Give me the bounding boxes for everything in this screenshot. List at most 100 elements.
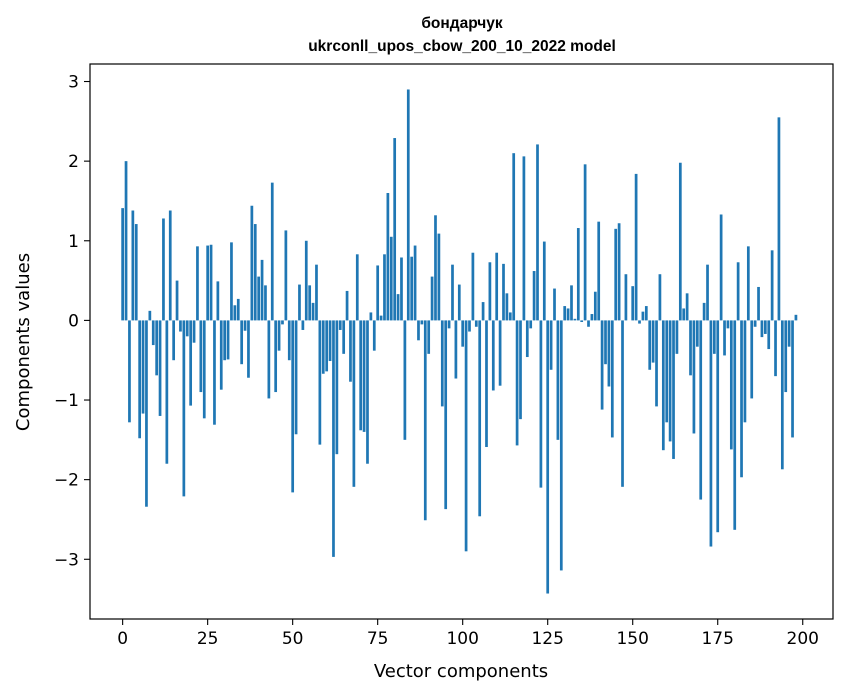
bar-44 [270,182,274,321]
bar-105 [478,320,482,517]
bar-25 [206,245,210,321]
bar-7 [145,320,148,507]
x-axis-label: Vector components [374,661,548,682]
bar-40 [257,276,261,321]
bar-47 [281,320,284,325]
y-tick-label--3: −3 [54,550,79,570]
x-tick-label-175: 175 [701,629,733,649]
bar-181 [736,262,740,321]
bar-19 [185,320,189,337]
bar-123 [539,320,543,488]
bar-182 [740,320,743,478]
bar-108 [488,262,492,321]
y-tick-label-0: 0 [68,311,79,331]
bar-36 [243,320,247,331]
bar-23 [199,320,203,393]
bar-53 [301,320,305,330]
bar-8 [148,310,152,321]
bar-22 [196,246,199,321]
bar-30 [223,320,227,361]
bar-113 [505,293,509,321]
bar-156 [651,320,655,363]
bar-72 [366,320,369,464]
bar-186 [753,320,757,327]
bar-148 [624,274,628,321]
bar-10 [155,320,159,376]
x-tick-label-125: 125 [531,629,563,649]
bar-83 [403,320,407,440]
bar-101 [464,320,468,552]
x-tick-label-25: 25 [197,629,219,649]
bar-128 [556,320,560,440]
bar-125 [546,320,550,594]
bar-102 [468,320,471,332]
bar-11 [158,320,162,416]
bar-91 [430,276,434,321]
bar-150 [631,286,635,321]
bar-97 [451,264,454,321]
bar-21 [192,320,196,343]
bar-37 [247,320,250,378]
bar-51 [294,320,298,435]
bar-115 [512,153,516,321]
bar-31 [226,320,230,360]
bar-50 [291,320,295,493]
chart-title: бондарчук [421,15,503,32]
bar-84 [406,89,410,321]
bar-18 [182,320,186,497]
bar-190 [767,320,771,350]
bar-1 [124,161,128,321]
bar-159 [661,320,665,451]
bar-96 [447,320,451,329]
bar-173 [709,320,713,547]
bar-17 [179,320,182,332]
bar-89 [423,320,427,521]
bar-118 [522,156,526,321]
bar-146 [617,223,621,321]
bar-162 [672,320,675,459]
bar-112 [502,263,505,321]
bar-12 [162,218,165,321]
bar-87 [417,320,420,341]
x-tick-label-50: 50 [282,629,304,649]
y-axis-ticks: −3 −2 −1 0 1 2 3 [54,73,90,570]
bar-57 [315,264,318,321]
bar-46 [277,320,281,351]
bar-129 [559,320,563,571]
bar-82 [400,257,403,321]
bar-48 [284,230,288,321]
bar-3 [131,210,135,321]
bar-20 [189,320,193,406]
bar-153 [641,311,645,321]
bar-85 [410,256,414,321]
bar-33 [233,305,237,321]
bar-95 [444,320,448,510]
bar-161 [668,320,672,442]
bar-180 [733,320,737,530]
bar-169 [695,320,699,347]
bar-134 [576,228,580,321]
bar-195 [784,320,788,393]
bar-111 [498,320,502,386]
bar-38 [250,205,254,321]
bar-6 [141,320,145,414]
bar-78 [386,193,390,321]
bar-165 [682,308,686,321]
bar-49 [287,320,291,361]
bar-178 [726,320,730,329]
bar-145 [614,228,618,321]
bar-154 [644,306,648,321]
bar-132 [570,285,573,321]
bar-163 [675,320,679,354]
bar-142 [604,320,607,365]
bar-167 [689,320,692,376]
bar-155 [648,320,652,370]
bar-116 [515,320,519,446]
bar-183 [743,320,747,423]
bar-171 [702,302,706,321]
x-tick-label-75: 75 [367,629,389,649]
bar-24 [202,320,206,419]
bar-43 [267,320,271,399]
bar-119 [525,320,529,358]
bar-42 [264,285,267,321]
